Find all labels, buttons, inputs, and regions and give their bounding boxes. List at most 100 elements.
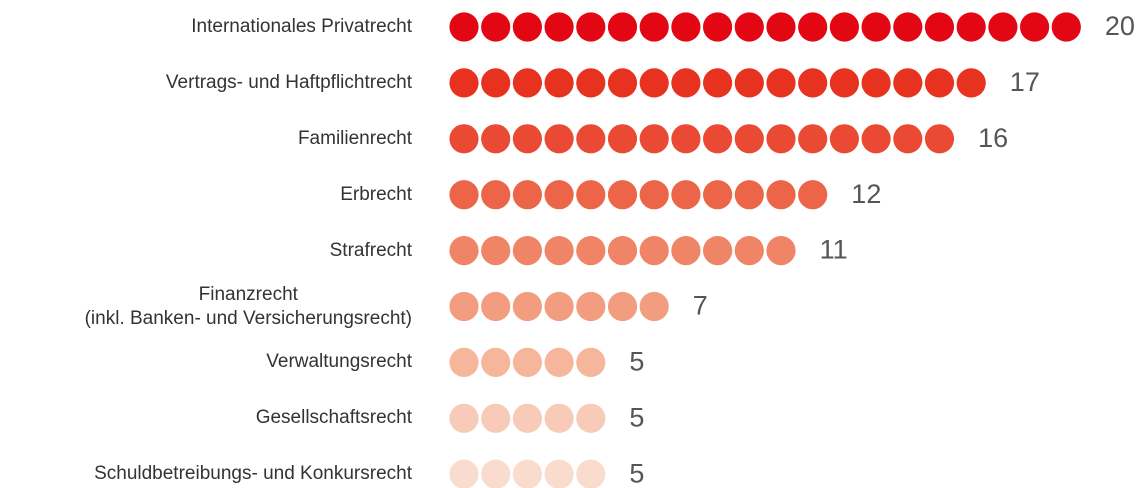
dot	[703, 68, 733, 98]
dot	[512, 12, 543, 42]
dot	[798, 68, 828, 98]
category-label: Finanzrecht (inkl. Banken- und Versicher…	[84, 283, 412, 329]
dot	[544, 459, 574, 488]
value-label: 5	[629, 402, 644, 432]
category-label: Familienrecht	[297, 127, 412, 149]
category-label: Verwaltungsrecht	[266, 351, 412, 373]
dot	[481, 459, 511, 488]
dot	[734, 236, 764, 266]
dot	[449, 180, 479, 210]
dot	[639, 236, 669, 266]
dot	[766, 180, 796, 210]
dot	[449, 459, 479, 488]
dot-row	[449, 124, 955, 154]
dot	[576, 180, 606, 210]
dot	[449, 68, 479, 98]
dot	[766, 68, 796, 98]
dot	[481, 124, 511, 154]
dot	[512, 68, 543, 98]
dot	[607, 291, 638, 322]
dot	[639, 12, 669, 42]
dot	[607, 124, 638, 154]
category-label: Schuldbetreibungs- und Konkursrecht	[94, 463, 412, 485]
dot	[734, 68, 764, 98]
dot	[829, 12, 860, 42]
dot	[512, 403, 543, 433]
dot	[861, 68, 891, 98]
dot	[766, 12, 796, 42]
dot	[512, 459, 542, 488]
dot	[576, 291, 606, 322]
dot	[544, 403, 574, 433]
dot	[924, 12, 955, 42]
dot	[671, 236, 701, 266]
dot	[576, 124, 606, 154]
dot	[544, 124, 574, 154]
dot	[861, 12, 891, 42]
dot	[481, 403, 511, 433]
value-label: 5	[629, 458, 644, 488]
dot	[544, 347, 574, 377]
value-label: 16	[978, 123, 1008, 153]
dot	[703, 236, 733, 266]
dot	[449, 347, 479, 377]
dot	[576, 403, 606, 433]
dot	[703, 124, 733, 154]
dot	[449, 124, 479, 154]
dot	[798, 12, 828, 42]
dot	[481, 236, 511, 266]
dot	[481, 291, 511, 322]
dot	[512, 291, 543, 322]
dot	[639, 180, 669, 210]
dot-row	[449, 68, 986, 98]
value-label: 7	[693, 291, 708, 321]
category-label: Gesellschaftsrecht	[255, 407, 412, 429]
value-label: 11	[820, 235, 848, 265]
dot	[544, 12, 574, 42]
dot	[449, 291, 479, 322]
dot	[956, 12, 986, 42]
dot-row	[449, 236, 796, 266]
dot	[576, 236, 606, 266]
dot	[607, 12, 638, 42]
dot	[544, 68, 574, 98]
dot	[988, 12, 1018, 42]
dot	[576, 12, 606, 42]
value-label: 20	[1105, 11, 1135, 41]
dot	[734, 12, 764, 42]
dot	[798, 180, 828, 210]
dot	[1020, 12, 1050, 42]
dot	[512, 180, 543, 210]
dot-row	[449, 291, 669, 322]
dot	[512, 124, 543, 154]
dot	[639, 291, 669, 322]
dot	[576, 68, 606, 98]
dot-row	[449, 403, 606, 433]
value-label: 5	[629, 347, 644, 377]
dot	[639, 68, 669, 98]
dot	[671, 12, 701, 42]
dot	[703, 12, 733, 42]
dot-row	[449, 180, 828, 210]
dot	[449, 12, 479, 42]
dot	[703, 180, 733, 210]
dot	[639, 124, 669, 154]
value-label: 12	[851, 179, 881, 209]
dot	[544, 291, 574, 322]
dot	[734, 180, 764, 210]
dot	[893, 124, 923, 154]
dot	[544, 236, 574, 266]
dot	[512, 347, 543, 377]
dot	[671, 124, 701, 154]
category-label: Erbrecht	[340, 183, 412, 205]
dot	[1051, 12, 1081, 42]
dot	[829, 68, 860, 98]
dot	[734, 124, 764, 154]
dot	[893, 68, 923, 98]
dot-row	[449, 347, 606, 377]
dot	[893, 12, 923, 42]
dot	[512, 236, 543, 266]
dot	[481, 347, 511, 377]
dot	[544, 180, 574, 210]
